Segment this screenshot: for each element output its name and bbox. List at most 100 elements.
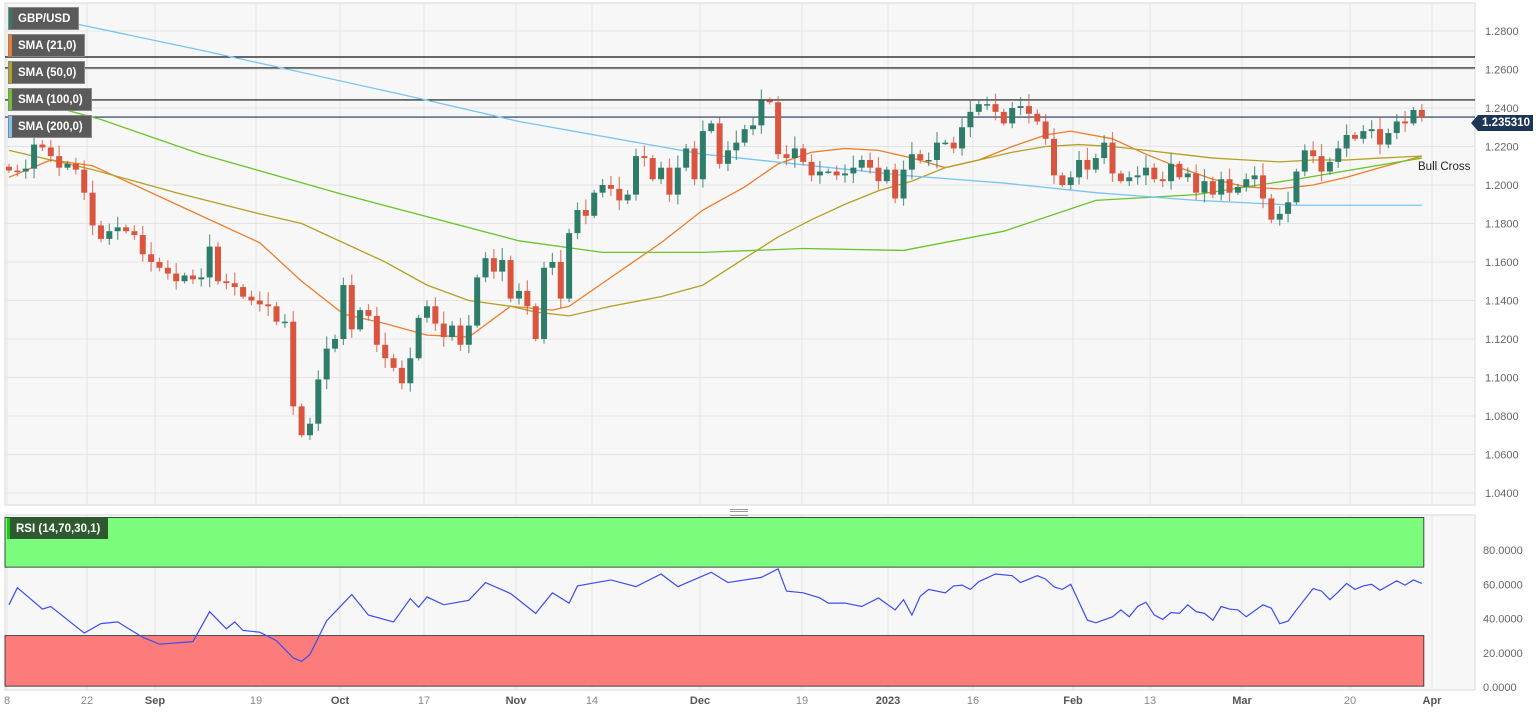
time-tick-label: Apr: [1423, 695, 1443, 707]
bullish-candle: [1101, 142, 1108, 159]
bullish-candle: [1326, 161, 1333, 172]
bearish-candle: [649, 158, 656, 180]
bullish-candle: [474, 277, 481, 326]
bullish-candle: [332, 339, 339, 349]
bullish-candle: [683, 148, 690, 168]
bearish-candle: [616, 188, 623, 201]
bullish-candle: [791, 148, 798, 159]
bullish-candle: [724, 150, 731, 164]
time-tick-label: Mar: [1232, 695, 1252, 707]
bullish-candle: [1301, 150, 1308, 172]
price-tick-label: 1.1200: [1485, 334, 1519, 346]
price-tick-label: 1.0800: [1485, 411, 1519, 423]
bearish-candle: [6, 166, 12, 171]
bullish-candle: [900, 169, 907, 199]
bearish-candle: [72, 163, 79, 170]
bullish-candle: [465, 325, 472, 345]
bearish-candle: [1051, 138, 1057, 176]
bearish-candle: [440, 323, 447, 338]
bearish-candle: [766, 100, 773, 103]
bullish-candle: [1393, 121, 1400, 134]
color-swatch: [9, 116, 12, 137]
bullish-candle: [1360, 131, 1367, 139]
bullish-candle: [499, 260, 506, 272]
time-tick-label: 17: [418, 695, 430, 707]
color-swatch: [9, 62, 12, 83]
bullish-candle: [658, 167, 665, 180]
bearish-candle: [783, 154, 790, 159]
bullish-candle: [1234, 186, 1241, 193]
bullish-candle: [758, 100, 765, 126]
price-tick-label: 1.1600: [1485, 257, 1519, 269]
bull-cross-annotation: Bull Cross: [1418, 161, 1471, 173]
bearish-candle: [290, 321, 297, 407]
price-tick-label: 1.2200: [1485, 142, 1519, 154]
bullish-candle: [114, 227, 121, 232]
bearish-candle: [39, 144, 46, 148]
bearish-candle: [1260, 175, 1266, 199]
panel-resize-handle[interactable]: [730, 509, 748, 516]
price-tick-label: 1.2400: [1485, 103, 1519, 115]
price-tick-label: 1.1000: [1485, 373, 1519, 385]
price-tick-label: 1.1400: [1485, 296, 1519, 308]
bullish-candle: [733, 142, 740, 151]
legend-sma50[interactable]: SMA (50,0): [8, 61, 86, 84]
rsi-tick-label: 60.0000: [1483, 579, 1523, 591]
bearish-candle: [1193, 173, 1200, 193]
bearish-candle: [1310, 150, 1317, 157]
bullish-candle: [1218, 179, 1225, 195]
bearish-candle: [231, 283, 238, 288]
time-tick-label: Feb: [1063, 695, 1083, 707]
bearish-candle: [867, 159, 874, 168]
bearish-candle: [532, 306, 539, 339]
bullish-candle: [816, 171, 823, 176]
bearish-candle: [156, 262, 163, 268]
bearish-candle: [248, 296, 255, 301]
bearish-candle: [800, 148, 807, 162]
legend-label: SMA (200,0): [18, 120, 83, 133]
bearish-candle: [1025, 106, 1032, 114]
bearish-candle: [1000, 111, 1007, 124]
legend-label: SMA (50,0): [18, 66, 77, 79]
bearish-candle: [432, 306, 439, 324]
bearish-candle: [81, 169, 88, 193]
bullish-candle: [1343, 134, 1350, 149]
legend-label: GBP/USD: [18, 12, 71, 25]
bearish-candle: [265, 304, 272, 307]
legend-sma21[interactable]: SMA (21,0): [8, 34, 86, 57]
candles: [6, 89, 1425, 441]
bullish-candle: [1285, 202, 1292, 214]
price-axis: 1.2800 1.2600 1.2400 1.2200 1.2000 1.1800 1.16…: [1485, 26, 1519, 500]
bullish-candle: [750, 125, 757, 130]
bearish-candle: [14, 170, 21, 173]
bullish-candle: [1009, 108, 1016, 124]
color-swatch: [9, 89, 12, 110]
legend-symbol[interactable]: GBP/USD: [8, 7, 80, 30]
bearish-candle: [148, 254, 155, 262]
price-tick-label: 1.1800: [1485, 219, 1519, 231]
bearish-candle: [691, 148, 698, 180]
bearish-candle: [524, 290, 531, 307]
bullish-candle: [674, 167, 681, 195]
bearish-candle: [1268, 198, 1275, 220]
bearish-candle: [97, 225, 104, 239]
time-tick-label: Nov: [506, 695, 528, 707]
bearish-candle: [950, 142, 957, 149]
bearish-candle: [833, 171, 840, 176]
legend-sma100[interactable]: SMA (100,0): [8, 88, 92, 111]
bearish-candle: [1318, 156, 1325, 172]
legend-rsi[interactable]: RSI (14,70,30,1): [7, 518, 109, 539]
time-tick-label: 13: [1144, 695, 1156, 707]
legend-sma200[interactable]: SMA (200,0): [8, 115, 92, 138]
sma-line-100: [8, 93, 1422, 254]
rsi-tick-label: 80.0000: [1483, 545, 1523, 557]
bullish-candle: [574, 210, 581, 234]
bearish-candle: [716, 123, 723, 164]
bullish-candle: [883, 169, 890, 182]
bullish-candle: [566, 233, 573, 299]
bearish-candle: [1117, 173, 1124, 182]
bearish-candle: [1176, 163, 1183, 178]
legend-label: SMA (21,0): [18, 39, 77, 52]
bullish-candle: [1251, 175, 1258, 180]
bullish-candle: [323, 348, 330, 380]
